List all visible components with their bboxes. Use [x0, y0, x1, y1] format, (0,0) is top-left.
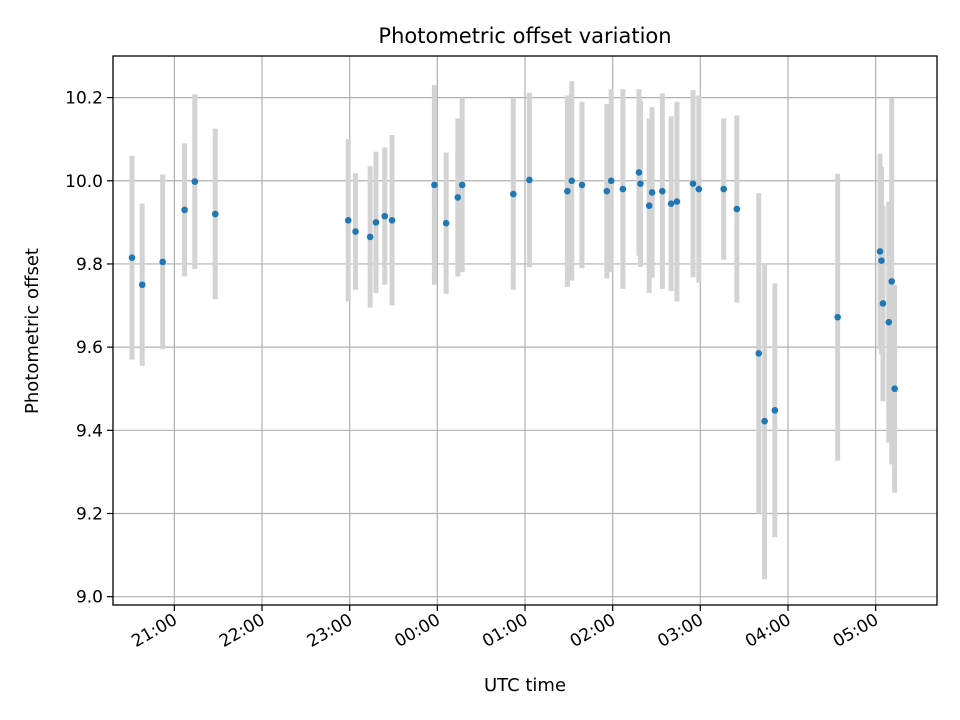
data-point [607, 177, 615, 185]
data-point [659, 187, 666, 195]
data-point [352, 228, 359, 235]
y-tick-label: 9.4 [76, 421, 103, 441]
data-point [344, 216, 352, 224]
data-point [619, 185, 627, 193]
data-point [510, 190, 517, 198]
data-point [689, 180, 697, 187]
y-tick-label: 10.2 [65, 89, 103, 109]
x-axis-ticks: 21:00 22:00 23:00 00:00 01:00 02:00 03:00 04:00… [128, 605, 882, 652]
data-point [191, 178, 199, 185]
data-point [888, 278, 896, 285]
data-point [381, 212, 389, 220]
x-tick-label: 02:00 [567, 610, 619, 652]
data-point [834, 313, 841, 321]
x-tick-label: 23:00 [304, 610, 356, 652]
x-axis-title: UTC time [484, 675, 566, 696]
data-point [159, 258, 166, 266]
data-point [876, 248, 884, 255]
data-point [771, 407, 779, 414]
data-point [635, 169, 643, 176]
data-point [878, 257, 885, 264]
data-point [578, 181, 586, 189]
data-point [603, 187, 611, 195]
y-tick-label: 9.6 [76, 338, 103, 358]
data-point [128, 254, 136, 262]
data-point [648, 189, 656, 196]
data-point [372, 219, 380, 226]
data-point [885, 318, 893, 326]
data-point [431, 181, 438, 189]
data-point [673, 198, 681, 205]
x-tick-label: 04:00 [742, 610, 794, 652]
data-point [526, 176, 533, 184]
data-point [138, 281, 146, 289]
grid [113, 56, 937, 605]
error-bars [129, 80, 898, 580]
data-points [128, 169, 898, 425]
x-tick-label: 01:00 [479, 610, 531, 652]
data-point [568, 177, 576, 185]
data-point [564, 187, 571, 195]
data-point [388, 216, 396, 224]
data-point [458, 181, 466, 189]
data-point [695, 185, 703, 193]
x-tick-label: 05:00 [830, 610, 882, 652]
data-point [454, 194, 462, 201]
data-point [891, 385, 898, 393]
chart-title: Photometric offset variation [378, 24, 671, 48]
data-point [645, 202, 653, 210]
data-point [366, 233, 374, 241]
x-tick-label: 00:00 [391, 610, 443, 652]
y-tick-label: 9.8 [76, 255, 103, 275]
data-point [442, 219, 450, 227]
data-point [755, 350, 763, 357]
data-point [667, 200, 675, 207]
data-point [181, 206, 188, 214]
data-point [720, 185, 727, 193]
data-point [733, 205, 741, 213]
data-point [761, 417, 768, 425]
data-point [211, 210, 219, 218]
x-tick-label: 21:00 [128, 610, 180, 652]
y-axis-title: Photometric offset [22, 248, 43, 414]
data-point [879, 300, 887, 307]
data-point [637, 180, 644, 187]
y-axis-ticks: 9.0 9.2 9.4 9.6 9.8 10.0 10.2 [65, 89, 113, 608]
y-tick-label: 9.0 [76, 588, 103, 608]
x-tick-label: 03:00 [654, 610, 706, 652]
x-tick-label: 22:00 [216, 610, 268, 652]
y-tick-label: 9.2 [76, 505, 103, 525]
y-tick-label: 10.0 [65, 172, 103, 192]
